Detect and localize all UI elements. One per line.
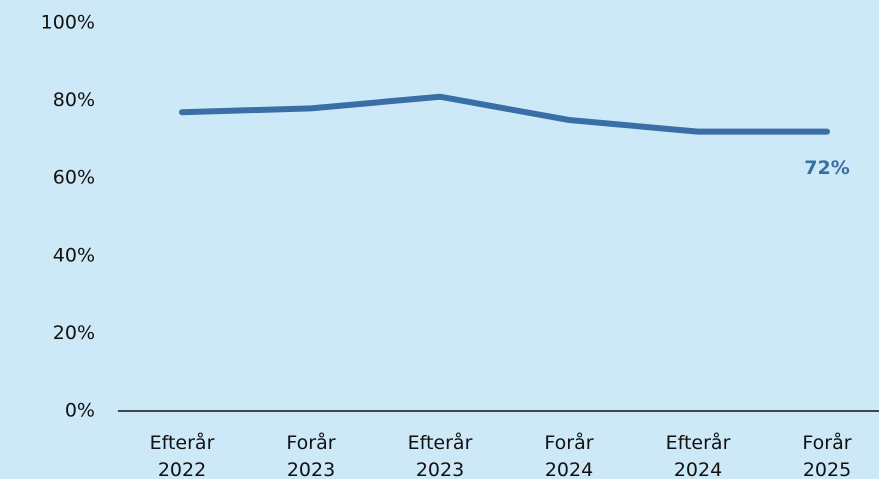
x-tick-label-line: Efterår bbox=[150, 431, 215, 454]
y-tick-label: 20% bbox=[53, 322, 95, 344]
x-tick-label: Forår 2024 bbox=[544, 431, 593, 479]
x-tick-label-line: 2024 bbox=[674, 459, 722, 479]
y-tick-label: 80% bbox=[53, 89, 95, 111]
x-tick-label: Efterår 2023 bbox=[408, 431, 473, 479]
x-tick-label-line: 2025 bbox=[803, 459, 851, 479]
x-tick-label: Efterår 2022 bbox=[150, 431, 215, 479]
y-tick-label: 100% bbox=[41, 12, 95, 34]
x-tick-label-line: Efterår bbox=[666, 431, 731, 454]
x-tick-label-line: Forår bbox=[802, 431, 851, 454]
x-tick-label-line: Forår bbox=[286, 431, 335, 454]
y-tick-label: 60% bbox=[53, 167, 95, 189]
x-tick-label-line: 2023 bbox=[287, 459, 335, 479]
x-tick-label-line: 2023 bbox=[416, 459, 464, 479]
x-tick-label-line: 2022 bbox=[158, 459, 206, 479]
x-tick-label-line: 2024 bbox=[545, 459, 593, 479]
y-tick-label: 0% bbox=[65, 400, 95, 422]
line bbox=[179, 93, 830, 135]
x-tick-label-line: Efterår bbox=[408, 431, 473, 454]
y-tick-label: 40% bbox=[53, 244, 95, 266]
x-tick-label: Efterår 2024 bbox=[666, 431, 731, 479]
x-tick-label-line: Forår bbox=[544, 431, 593, 454]
data-label: 72% bbox=[804, 157, 849, 179]
x-tick-label: Forår 2023 bbox=[286, 431, 335, 479]
x-tick-label: Forår 2025 bbox=[802, 431, 851, 479]
